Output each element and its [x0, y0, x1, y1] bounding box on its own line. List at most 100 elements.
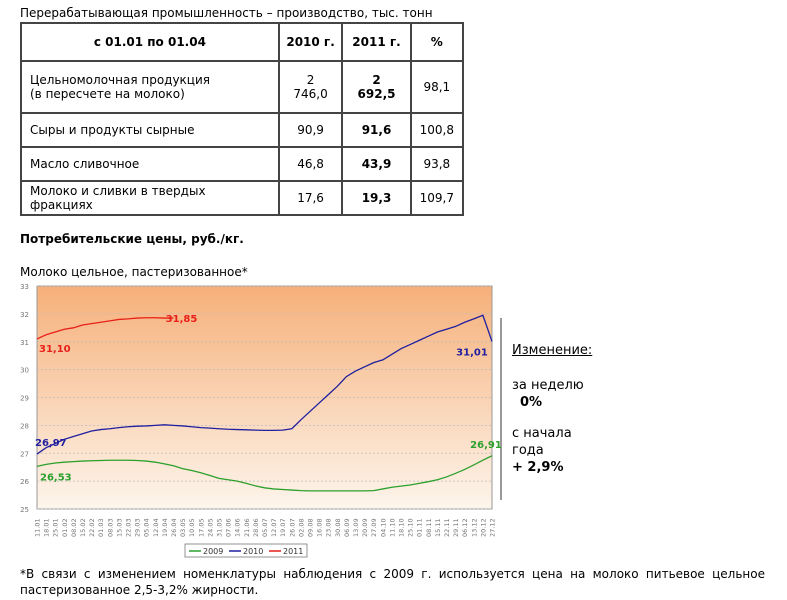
table-cell: 2 746,0	[277, 60, 344, 114]
x-tick-label: 15.03	[115, 518, 123, 537]
x-tick-label: 21.06	[243, 518, 251, 537]
y-tick-label: 31	[20, 339, 29, 347]
x-tick-label: 30.08	[334, 518, 342, 537]
x-tick-label: 03.05	[179, 518, 187, 537]
table-cell: 19,3	[341, 180, 412, 216]
line	[36, 317, 174, 340]
x-tick-label: 15.11	[434, 518, 442, 537]
x-tick-label: 16.08	[316, 518, 324, 537]
x-tick-label: 23.08	[325, 518, 333, 537]
table-row: Сыры и продукты сырные 90,9 91,6 100,8	[20, 112, 465, 148]
x-tick-label: 26.04	[170, 518, 178, 537]
header-cell: 2011 г.	[341, 22, 412, 62]
x-tick-label: 18.10	[398, 518, 406, 537]
x-tick-label: 27.09	[370, 518, 378, 537]
x-tick-label: 01.03	[97, 518, 105, 537]
x-tick-label: 24.05	[206, 518, 214, 537]
x-tick-label: 15.02	[79, 518, 87, 537]
side-ytd: с начала года	[512, 426, 572, 458]
x-tick-label: 08.03	[106, 518, 114, 537]
table-cell: 43,9	[341, 146, 412, 182]
data-label: 31,01	[456, 347, 488, 358]
x-tick-label: 22.11	[443, 518, 451, 537]
section-title: Потребительские цены, руб./кг.	[20, 232, 244, 246]
table-cell: 93,8	[409, 146, 465, 182]
x-tick-label: 20.09	[361, 518, 369, 537]
x-tick-label: 08.02	[70, 518, 78, 537]
y-tick-label: 30	[20, 367, 29, 375]
table-row: Молоко и сливки в твердых фракциях 17,6 19…	[20, 180, 465, 216]
x-tick-label: 27.12	[489, 518, 497, 537]
x-tick-label: 05.04	[143, 518, 151, 537]
x-tick-label: 29.03	[134, 518, 142, 537]
x-tick-label: 13.12	[470, 518, 478, 537]
x-tick-label: 28.06	[252, 518, 260, 537]
table-cell: 91,6	[341, 112, 412, 148]
y-tick-label: 25	[20, 506, 29, 514]
y-tick-label: 32	[20, 311, 29, 319]
table: с 01.01 по 01.04 2010 г. 2011 г.% Цельномол…	[20, 22, 465, 216]
x-tick-label: 11.01	[34, 518, 42, 537]
side-heading: Изменение:	[512, 343, 593, 358]
x-tick-label: 18.01	[43, 518, 51, 537]
x-tick-label: 06.12	[461, 518, 469, 537]
x-tick-label: 19.04	[161, 518, 169, 537]
header-cell: %	[409, 22, 465, 62]
x-tick-label: 04.10	[379, 518, 387, 537]
legend-box	[184, 543, 308, 558]
legend-label: 2011	[283, 547, 303, 556]
y-tick-label: 27	[20, 450, 29, 458]
x-tick-label: 14.06	[234, 518, 242, 537]
x-tick-label: 09.08	[307, 518, 315, 537]
line	[36, 455, 493, 492]
table-cell: 17,6	[277, 180, 344, 216]
y-tick-label: 28	[20, 422, 29, 430]
table-cell: 90,9	[277, 112, 344, 148]
header-cell: 2010 г.	[277, 22, 344, 62]
x-tick-label: 19.07	[279, 518, 287, 537]
table-cell: Молоко и сливки в твердых фракциях	[20, 180, 280, 216]
table-title: Перерабатывающая промышленность – произв…	[20, 6, 433, 20]
y-tick-label: 26	[20, 478, 29, 486]
x-tick-label: 05.07	[261, 518, 269, 537]
y-tick-label: 33	[20, 283, 29, 291]
header-row: с 01.01 по 01.04 2010 г. 2011 г.%	[20, 22, 465, 62]
y-tick-label: 29	[20, 395, 29, 403]
x-tick-label: 25.01	[52, 518, 60, 537]
line	[36, 314, 493, 455]
x-tick-label: 26.07	[288, 518, 296, 537]
x-tick-label: 08.11	[425, 518, 433, 537]
data-label: 31,85	[166, 314, 198, 325]
table-row: Цельномолочная продукция (в пересчете на…	[20, 60, 465, 114]
x-tick-label: 13.09	[352, 518, 360, 537]
x-tick-label: 11.10	[388, 518, 396, 537]
table-cell: 98,1	[409, 60, 465, 114]
side-panel: Изменение: за неделю 0% с начала года + …	[512, 342, 592, 476]
table-cell: Сыры и продукты сырные	[20, 112, 280, 148]
side-week-value: 0%	[520, 395, 543, 410]
legend-label: 2009	[203, 547, 223, 556]
x-tick-label: 01.02	[61, 518, 69, 537]
x-tick-label: 25.10	[407, 518, 415, 537]
x-tick-label: 31.05	[216, 518, 224, 537]
x-tick-label: 10.05	[188, 518, 196, 537]
x-tick-label: 22.02	[88, 518, 96, 537]
data-label: 26,53	[40, 472, 72, 483]
chart-title: Молоко цельное, пастеризованное*	[20, 265, 248, 279]
header-cell: с 01.01 по 01.04	[20, 22, 280, 62]
x-tick-label: 06.09	[343, 518, 351, 537]
x-tick-label: 20.12	[479, 518, 487, 537]
table-row: Масло сливочное 46,8 43,9 93,8	[20, 146, 465, 182]
x-tick-label: 01.11	[416, 518, 424, 537]
data-label: 26,97	[35, 438, 67, 449]
table-cell: 46,8	[277, 146, 344, 182]
data-label: 31,10	[39, 344, 71, 355]
side-week: за неделю	[512, 378, 584, 393]
table-cell: 100,8	[409, 112, 465, 148]
x-tick-label: 17.05	[197, 518, 205, 537]
side-ytd-value: + 2,9%	[512, 460, 564, 475]
table-cell: 109,7	[409, 180, 465, 216]
x-tick-label: 29.11	[452, 518, 460, 537]
x-tick-label: 12.07	[270, 518, 278, 537]
